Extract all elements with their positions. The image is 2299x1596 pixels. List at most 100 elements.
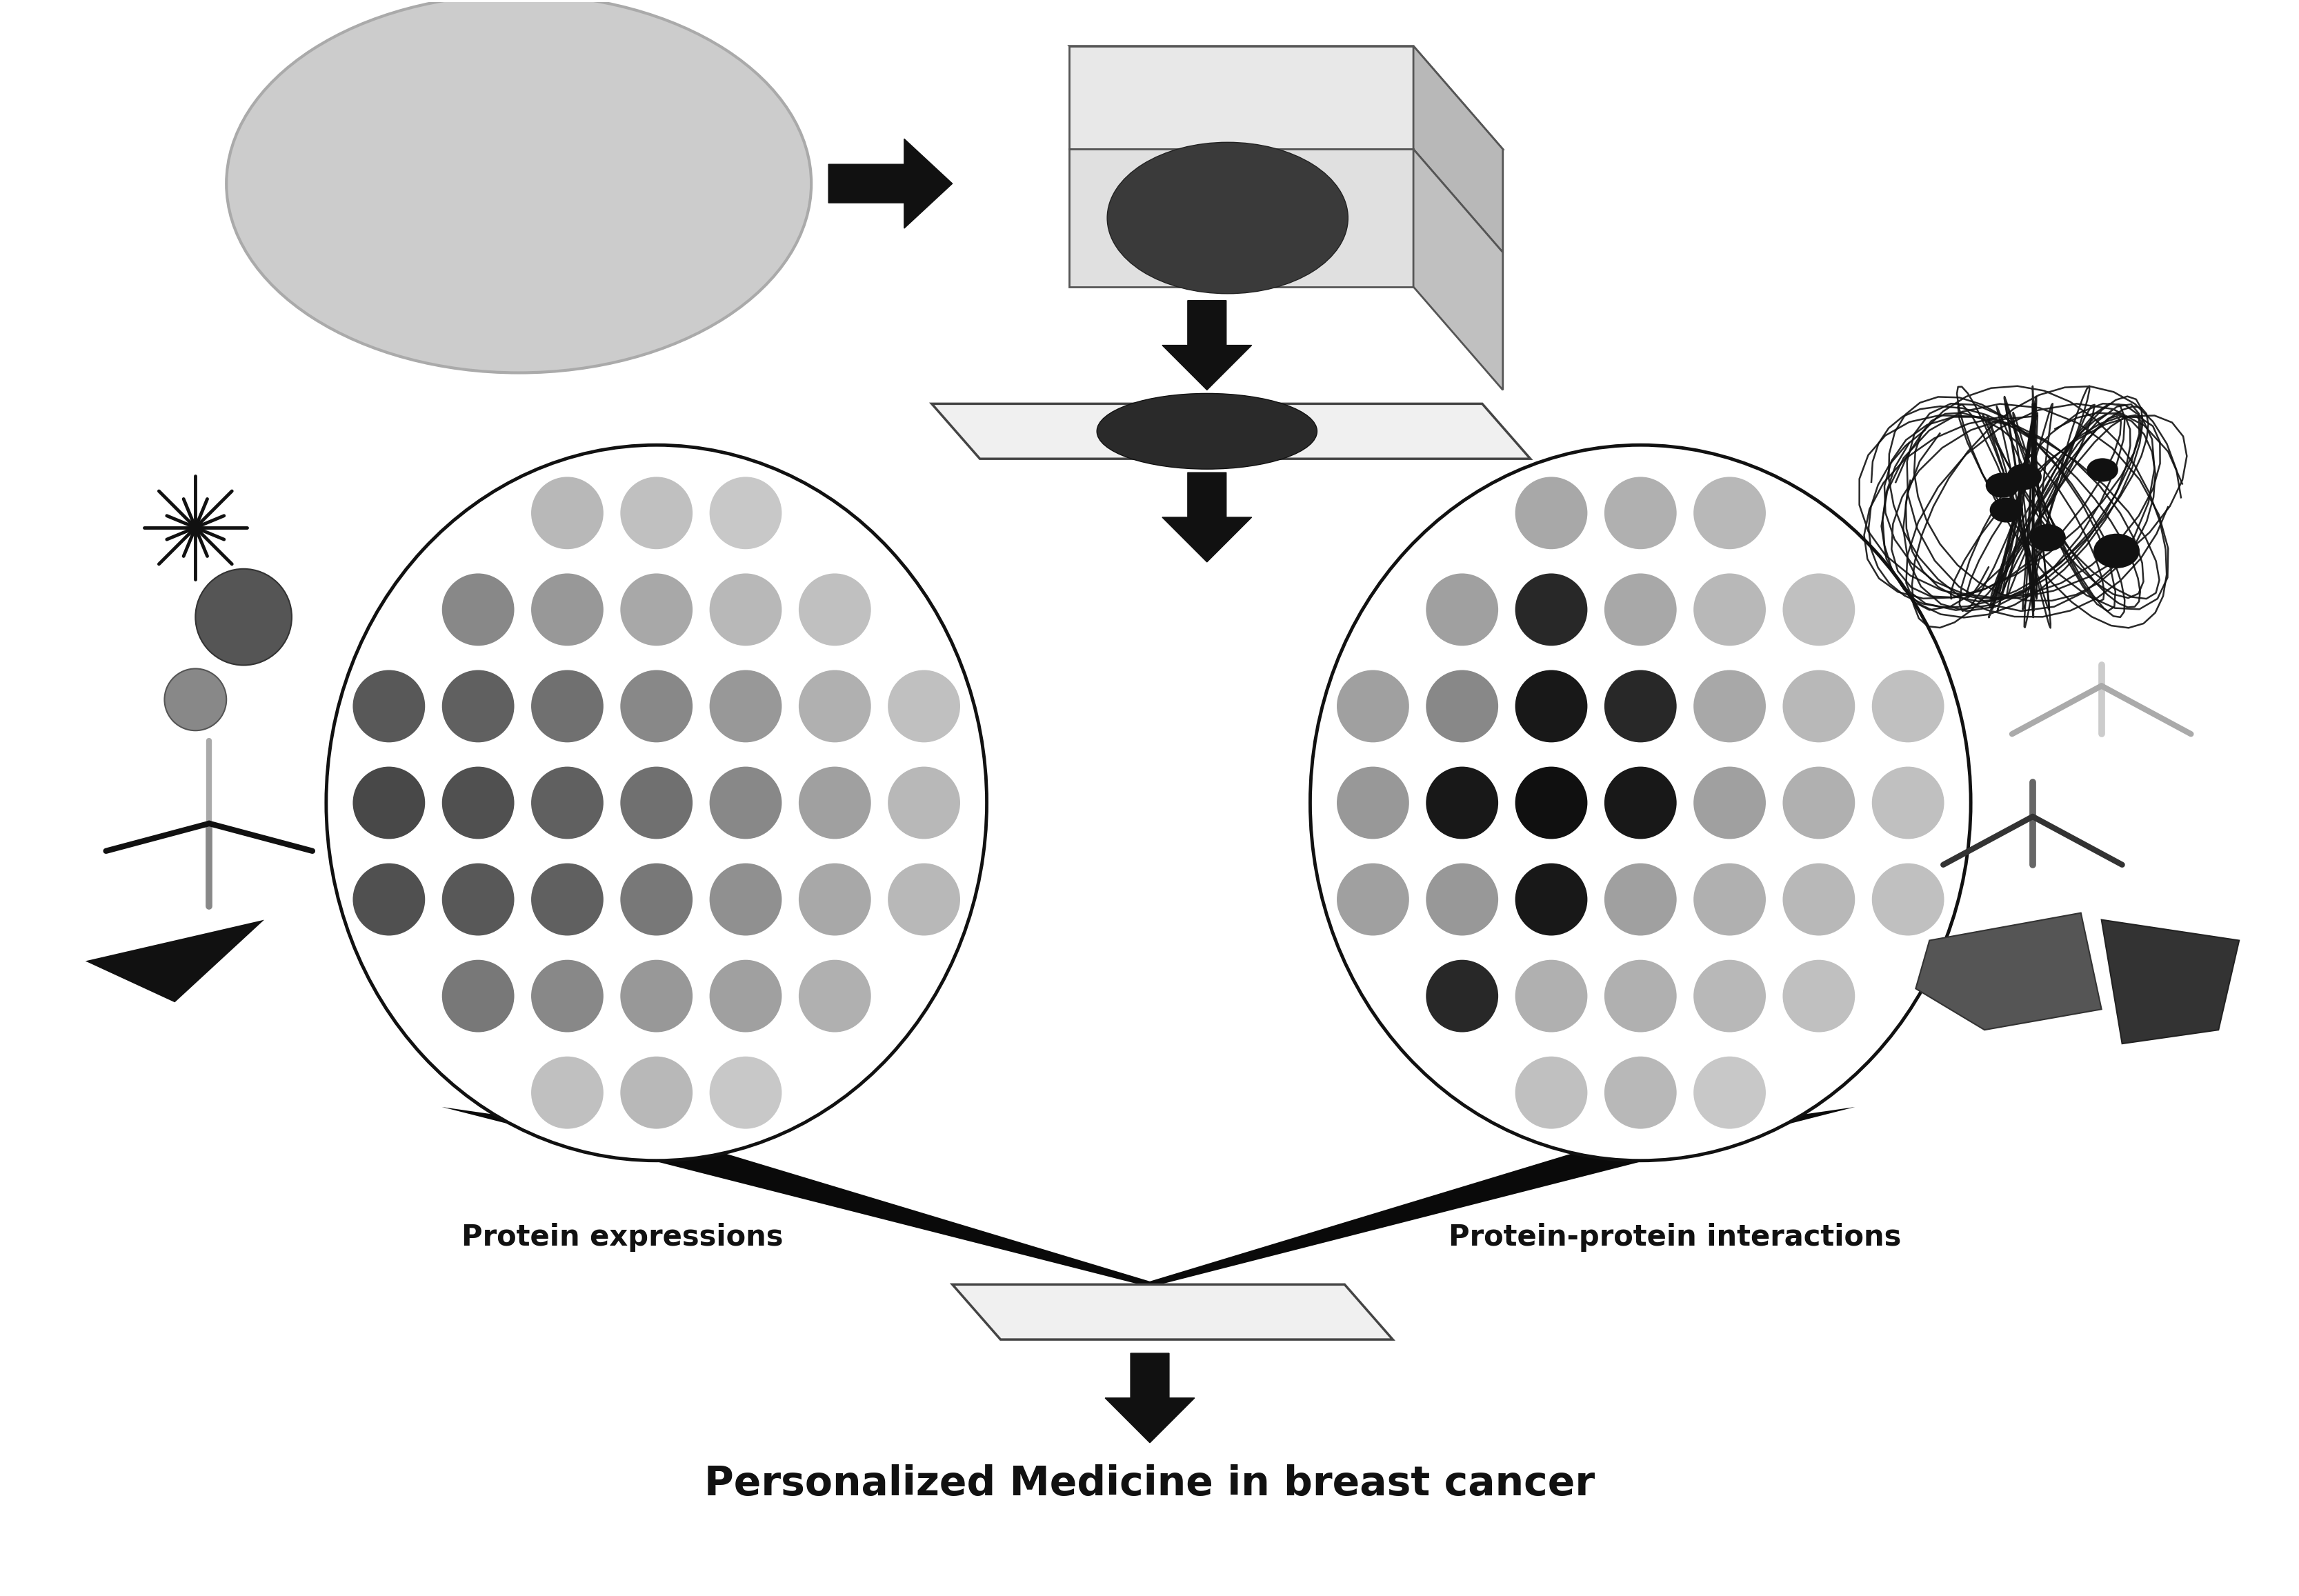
Ellipse shape xyxy=(1097,394,1317,469)
Polygon shape xyxy=(85,919,264,1002)
Ellipse shape xyxy=(1989,498,2023,522)
Ellipse shape xyxy=(1425,863,1499,935)
Ellipse shape xyxy=(531,670,602,742)
Polygon shape xyxy=(1915,913,2101,1029)
Ellipse shape xyxy=(710,670,782,742)
Ellipse shape xyxy=(621,1057,692,1128)
Polygon shape xyxy=(1140,1108,1855,1285)
Ellipse shape xyxy=(1986,472,2019,498)
Polygon shape xyxy=(1069,46,1504,148)
Ellipse shape xyxy=(798,959,871,1033)
Ellipse shape xyxy=(352,766,425,839)
Ellipse shape xyxy=(1515,1057,1586,1128)
Ellipse shape xyxy=(531,959,602,1033)
Polygon shape xyxy=(931,404,1531,458)
Ellipse shape xyxy=(621,766,692,839)
Ellipse shape xyxy=(1515,766,1586,839)
Ellipse shape xyxy=(621,959,692,1033)
Ellipse shape xyxy=(2094,533,2140,568)
Polygon shape xyxy=(441,1108,1161,1285)
Polygon shape xyxy=(828,139,952,228)
Ellipse shape xyxy=(1782,573,1855,646)
Ellipse shape xyxy=(441,766,515,839)
Ellipse shape xyxy=(531,766,602,839)
Ellipse shape xyxy=(1694,477,1766,549)
Text: Personalized Medicine in breast cancer: Personalized Medicine in breast cancer xyxy=(703,1465,1596,1503)
Text: Protein expressions: Protein expressions xyxy=(462,1223,784,1251)
Ellipse shape xyxy=(621,670,692,742)
Ellipse shape xyxy=(2087,458,2117,482)
Ellipse shape xyxy=(710,863,782,935)
Ellipse shape xyxy=(166,669,225,731)
Ellipse shape xyxy=(710,573,782,646)
Ellipse shape xyxy=(352,863,425,935)
Polygon shape xyxy=(1414,148,1504,389)
Ellipse shape xyxy=(1871,863,1945,935)
Ellipse shape xyxy=(798,863,871,935)
Ellipse shape xyxy=(1605,1057,1676,1128)
Ellipse shape xyxy=(1425,766,1499,839)
Ellipse shape xyxy=(798,670,871,742)
Ellipse shape xyxy=(1336,863,1409,935)
Ellipse shape xyxy=(1425,670,1499,742)
Ellipse shape xyxy=(1871,766,1945,839)
Ellipse shape xyxy=(2007,464,2042,490)
Polygon shape xyxy=(1069,148,1414,287)
Polygon shape xyxy=(952,1285,1393,1339)
Ellipse shape xyxy=(1108,142,1347,294)
Ellipse shape xyxy=(1605,766,1676,839)
Polygon shape xyxy=(2101,919,2239,1044)
Ellipse shape xyxy=(531,477,602,549)
Ellipse shape xyxy=(887,863,961,935)
Polygon shape xyxy=(1106,1353,1195,1443)
Ellipse shape xyxy=(621,573,692,646)
Ellipse shape xyxy=(531,1057,602,1128)
Ellipse shape xyxy=(1782,766,1855,839)
Ellipse shape xyxy=(798,573,871,646)
Ellipse shape xyxy=(1694,863,1766,935)
Ellipse shape xyxy=(1694,1057,1766,1128)
Ellipse shape xyxy=(1310,445,1970,1160)
Ellipse shape xyxy=(352,670,425,742)
Ellipse shape xyxy=(1694,766,1766,839)
Ellipse shape xyxy=(1515,959,1586,1033)
Ellipse shape xyxy=(531,863,602,935)
Ellipse shape xyxy=(1605,670,1676,742)
Ellipse shape xyxy=(1425,959,1499,1033)
Ellipse shape xyxy=(710,959,782,1033)
Ellipse shape xyxy=(1782,670,1855,742)
Ellipse shape xyxy=(1694,670,1766,742)
Ellipse shape xyxy=(531,573,602,646)
Ellipse shape xyxy=(798,766,871,839)
Ellipse shape xyxy=(1605,477,1676,549)
Polygon shape xyxy=(1163,472,1251,562)
Ellipse shape xyxy=(710,766,782,839)
Ellipse shape xyxy=(710,1057,782,1128)
Polygon shape xyxy=(1414,46,1504,252)
Ellipse shape xyxy=(1336,766,1409,839)
Ellipse shape xyxy=(441,573,515,646)
Ellipse shape xyxy=(887,670,961,742)
Ellipse shape xyxy=(1605,959,1676,1033)
Ellipse shape xyxy=(2030,523,2067,551)
Ellipse shape xyxy=(621,477,692,549)
Ellipse shape xyxy=(1515,670,1586,742)
Ellipse shape xyxy=(441,959,515,1033)
Ellipse shape xyxy=(1871,670,1945,742)
Ellipse shape xyxy=(1605,573,1676,646)
Ellipse shape xyxy=(1336,670,1409,742)
Ellipse shape xyxy=(1782,863,1855,935)
Ellipse shape xyxy=(225,0,812,373)
Ellipse shape xyxy=(1515,477,1586,549)
Ellipse shape xyxy=(1694,959,1766,1033)
Ellipse shape xyxy=(1605,863,1676,935)
Ellipse shape xyxy=(1782,959,1855,1033)
Ellipse shape xyxy=(887,766,961,839)
Ellipse shape xyxy=(1425,573,1499,646)
Polygon shape xyxy=(1069,46,1414,148)
Polygon shape xyxy=(1163,300,1251,389)
Ellipse shape xyxy=(195,568,292,666)
Ellipse shape xyxy=(621,863,692,935)
Ellipse shape xyxy=(1515,573,1586,646)
Ellipse shape xyxy=(1694,573,1766,646)
